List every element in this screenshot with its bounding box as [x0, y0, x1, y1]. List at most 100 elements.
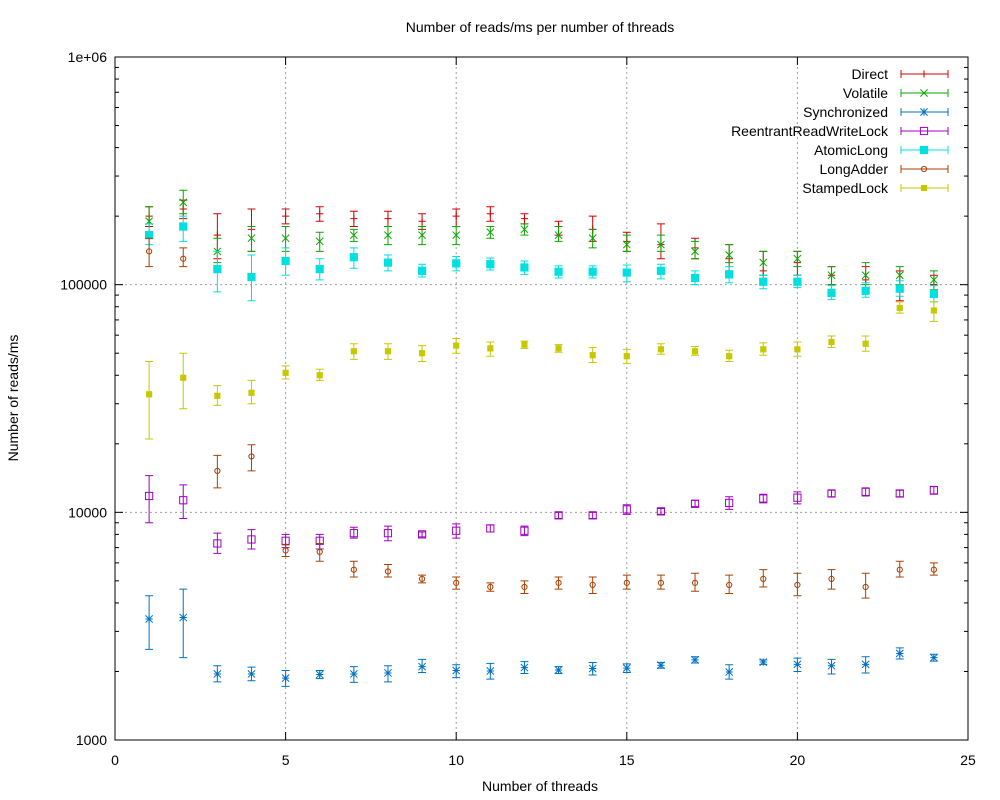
error-bar — [725, 496, 734, 510]
data-point — [247, 272, 256, 282]
data-point — [862, 340, 869, 347]
data-point — [282, 547, 289, 554]
series-atomiclong — [145, 215, 938, 303]
legend-marker — [919, 145, 929, 155]
data-point — [759, 494, 768, 503]
data-point — [281, 256, 290, 266]
error-bar — [861, 572, 870, 599]
error-bar — [179, 247, 188, 268]
series-synchronized — [145, 588, 938, 687]
error-bar — [588, 576, 597, 595]
data-point — [827, 661, 836, 670]
data-point — [179, 613, 188, 622]
legend-label: Synchronized — [803, 104, 888, 120]
data-point — [418, 350, 426, 357]
error-bar — [725, 574, 734, 595]
data-point — [725, 270, 734, 279]
error-bar — [588, 511, 597, 519]
data-point — [213, 539, 222, 548]
data-point — [487, 583, 494, 591]
chart-title: Number of reads/ms per number of threads — [406, 19, 674, 35]
x-tick-label: 10 — [448, 752, 464, 768]
x-tick-label: 20 — [790, 752, 806, 768]
data-point — [827, 271, 836, 280]
data-point — [622, 505, 631, 514]
legend-marker — [919, 126, 929, 136]
data-point — [418, 662, 427, 671]
data-point — [622, 268, 631, 277]
x-tick-label: 15 — [619, 752, 635, 768]
grid-lines — [115, 57, 968, 740]
data-point — [521, 583, 528, 591]
error-bar — [656, 574, 665, 590]
data-point — [793, 277, 802, 286]
data-point — [383, 258, 393, 267]
data-point — [384, 568, 392, 575]
data-point — [316, 548, 323, 556]
data-point — [213, 670, 222, 678]
data-point — [521, 341, 528, 348]
data-point — [315, 237, 324, 246]
data-point — [179, 198, 188, 207]
data-point — [554, 666, 563, 674]
y-tick-label: 1e+06 — [68, 49, 108, 65]
data-point — [453, 342, 460, 349]
data-point — [282, 212, 290, 220]
data-point — [349, 529, 358, 538]
data-point — [486, 667, 495, 675]
series-stampedlock — [145, 301, 938, 440]
error-bar — [213, 532, 222, 554]
data-point — [623, 353, 630, 360]
data-point — [213, 231, 221, 239]
data-point — [929, 653, 938, 662]
data-point — [145, 615, 154, 623]
legend-label: ReentrantReadWriteLock — [731, 123, 889, 139]
data-point — [760, 346, 767, 353]
data-point — [282, 369, 289, 376]
series-volatile — [145, 189, 938, 291]
data-point — [794, 346, 801, 353]
data-point — [623, 579, 630, 586]
data-point — [793, 254, 802, 263]
data-point — [725, 251, 734, 259]
data-point — [349, 253, 358, 262]
error-bar — [929, 562, 938, 576]
data-point — [555, 345, 562, 352]
error-bar — [247, 529, 256, 550]
data-point — [759, 658, 768, 666]
data-point — [895, 284, 904, 293]
data-point — [657, 346, 665, 353]
data-point — [929, 275, 938, 284]
data-point — [862, 583, 869, 591]
data-point — [656, 240, 665, 249]
data-point — [248, 453, 255, 460]
data-point — [759, 258, 768, 267]
axes: 0 5 10 15 20 25 1000 10000 100000 1e+06 — [60, 49, 976, 768]
data-point — [622, 664, 631, 673]
data-point — [145, 491, 154, 501]
data-point — [896, 304, 903, 312]
error-bar — [827, 489, 836, 498]
error-bar — [793, 572, 802, 597]
error-bar — [895, 560, 904, 578]
data-point — [520, 263, 529, 272]
data-point — [588, 511, 597, 520]
data-point — [315, 265, 324, 274]
data-point — [588, 267, 597, 276]
data-point — [895, 489, 904, 498]
series-longadder — [145, 237, 938, 599]
data-point — [486, 228, 495, 237]
data-point — [657, 579, 665, 586]
error-bar — [759, 569, 768, 588]
x-tick-label: 0 — [111, 752, 119, 768]
data-point — [691, 348, 699, 355]
data-point — [725, 498, 734, 508]
data-point — [520, 215, 529, 223]
data-point — [589, 352, 596, 359]
data-point — [486, 524, 495, 533]
error-bar — [861, 262, 870, 286]
error-bar — [520, 580, 529, 595]
data-point — [452, 212, 460, 220]
x-axis-label: Number of threads — [482, 778, 598, 794]
data-point — [350, 215, 358, 223]
